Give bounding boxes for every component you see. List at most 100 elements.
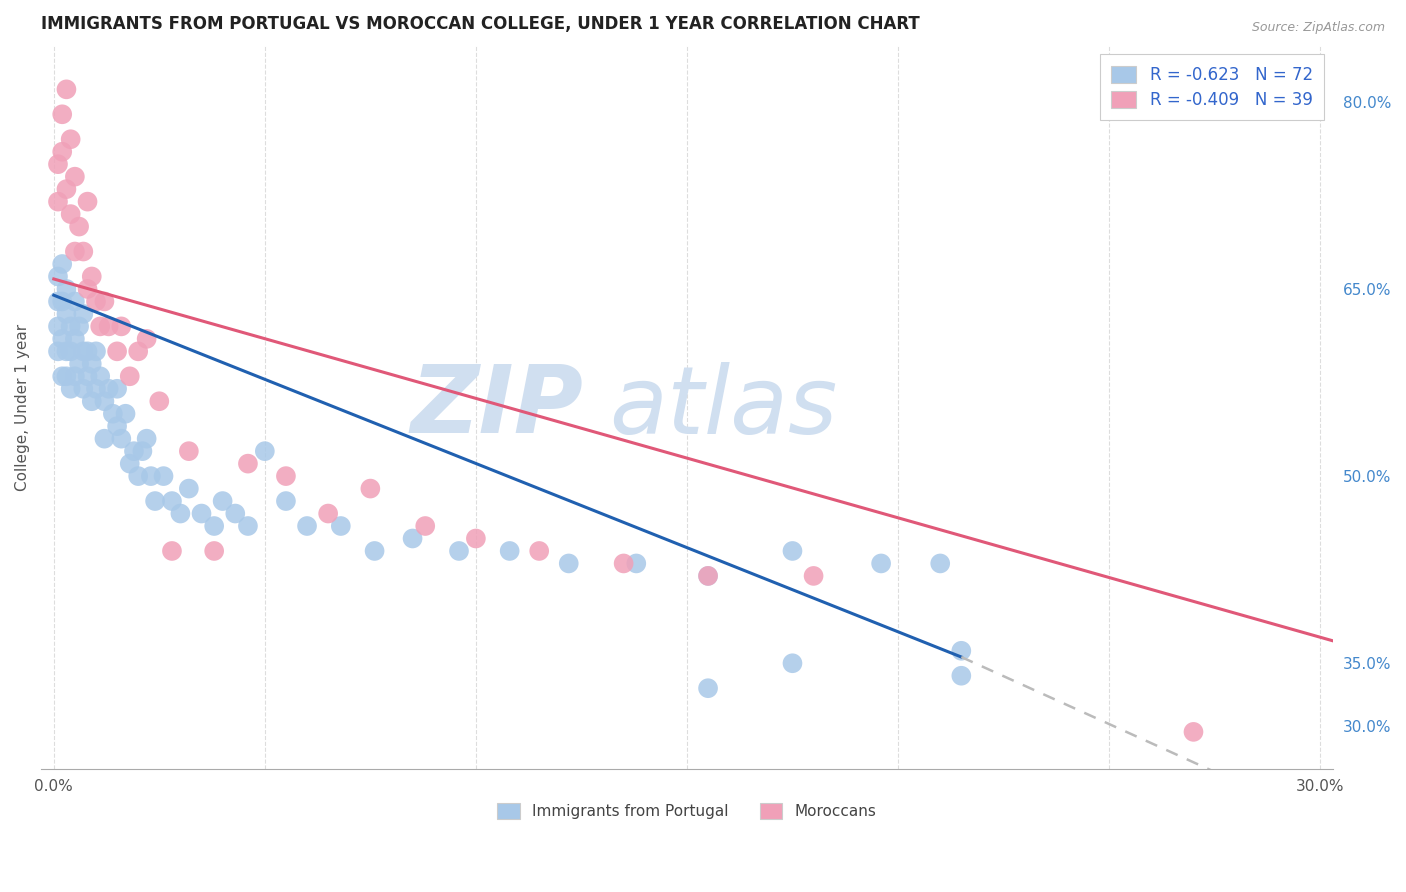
Point: [84, 344, 107, 359]
Point: [413, 519, 436, 533]
Point: [202, 544, 225, 558]
Point: [950, 669, 973, 683]
Point: [105, 382, 128, 396]
Point: [46, 194, 69, 209]
Point: [135, 432, 157, 446]
Point: [46, 269, 69, 284]
Point: [329, 519, 352, 533]
Point: [93, 394, 115, 409]
Point: [46, 294, 69, 309]
Point: [63, 332, 86, 346]
Point: [80, 357, 103, 371]
Point: [80, 394, 103, 409]
Legend: Immigrants from Portugal, Moroccans: Immigrants from Portugal, Moroccans: [489, 796, 884, 827]
Point: [93, 294, 115, 309]
Point: [51, 107, 73, 121]
Point: [190, 507, 212, 521]
Point: [89, 319, 111, 334]
Point: [253, 444, 276, 458]
Point: [76, 282, 98, 296]
Point: [160, 544, 183, 558]
Point: [59, 319, 82, 334]
Point: [529, 544, 551, 558]
Point: [76, 369, 98, 384]
Point: [1182, 724, 1205, 739]
Point: [59, 344, 82, 359]
Point: [118, 457, 141, 471]
Point: [72, 244, 94, 259]
Text: Source: ZipAtlas.com: Source: ZipAtlas.com: [1251, 21, 1385, 34]
Point: [55, 82, 77, 96]
Point: [464, 532, 486, 546]
Point: [84, 382, 107, 396]
Point: [51, 369, 73, 384]
Point: [803, 569, 825, 583]
Point: [89, 369, 111, 384]
Point: [697, 681, 720, 696]
Text: atlas: atlas: [609, 362, 838, 453]
Point: [63, 294, 86, 309]
Point: [224, 507, 246, 521]
Point: [59, 382, 82, 396]
Point: [929, 557, 952, 571]
Point: [127, 469, 149, 483]
Point: [76, 344, 98, 359]
Point: [401, 532, 423, 546]
Point: [84, 294, 107, 309]
Point: [152, 469, 174, 483]
Point: [63, 369, 86, 384]
Point: [105, 344, 128, 359]
Point: [46, 319, 69, 334]
Point: [72, 382, 94, 396]
Point: [697, 569, 720, 583]
Point: [114, 407, 136, 421]
Point: [59, 132, 82, 146]
Point: [72, 307, 94, 321]
Point: [359, 482, 381, 496]
Point: [46, 157, 69, 171]
Point: [97, 382, 120, 396]
Point: [67, 357, 90, 371]
Point: [59, 207, 82, 221]
Point: [211, 494, 233, 508]
Point: [782, 657, 804, 671]
Point: [363, 544, 385, 558]
Point: [55, 344, 77, 359]
Point: [80, 269, 103, 284]
Point: [51, 294, 73, 309]
Point: [697, 569, 720, 583]
Text: ZIP: ZIP: [411, 361, 583, 453]
Point: [51, 257, 73, 271]
Point: [67, 219, 90, 234]
Point: [447, 544, 470, 558]
Point: [110, 319, 132, 334]
Point: [67, 319, 90, 334]
Point: [76, 194, 98, 209]
Point: [127, 344, 149, 359]
Point: [110, 432, 132, 446]
Point: [55, 182, 77, 196]
Point: [51, 145, 73, 159]
Point: [51, 332, 73, 346]
Point: [177, 444, 200, 458]
Point: [177, 482, 200, 496]
Point: [72, 344, 94, 359]
Point: [295, 519, 318, 533]
Point: [46, 344, 69, 359]
Point: [143, 494, 166, 508]
Point: [148, 394, 170, 409]
Point: [55, 307, 77, 321]
Point: [118, 369, 141, 384]
Point: [782, 544, 804, 558]
Point: [236, 457, 259, 471]
Point: [626, 557, 648, 571]
Point: [93, 432, 115, 446]
Point: [139, 469, 162, 483]
Point: [558, 557, 581, 571]
Point: [202, 519, 225, 533]
Point: [63, 169, 86, 184]
Point: [274, 469, 297, 483]
Point: [316, 507, 339, 521]
Point: [870, 557, 893, 571]
Point: [160, 494, 183, 508]
